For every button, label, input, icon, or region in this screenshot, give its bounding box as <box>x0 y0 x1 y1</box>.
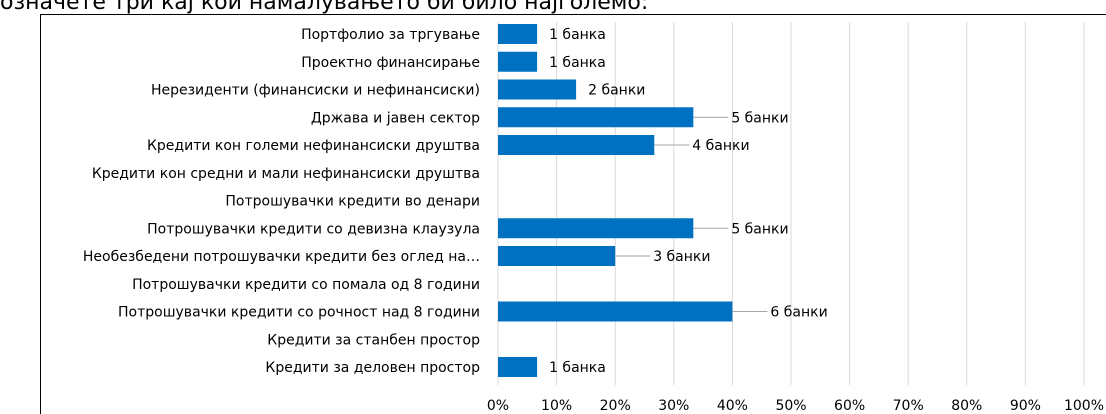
data-label: 5 банки <box>731 221 788 237</box>
bar <box>498 79 577 100</box>
data-label: 6 банки <box>770 305 827 321</box>
data-label: 1 банка <box>549 360 606 376</box>
x-tick-label: 50% <box>775 398 806 414</box>
bar <box>498 218 694 239</box>
y-tick-label: Потрошувачки кредити во денари <box>225 194 480 210</box>
y-tick-label: Кредити за станбен простор <box>267 332 480 348</box>
y-tick-label: Држава и јавен сектор <box>311 110 480 126</box>
x-tick-label: 20% <box>600 398 631 414</box>
x-tick-label: 30% <box>658 398 689 414</box>
y-tick-label: Потрошувачки кредити со девизна клаузула <box>147 221 480 237</box>
data-label: 1 банка <box>549 55 606 71</box>
x-tick-label: 70% <box>893 398 924 414</box>
data-label: 5 банки <box>731 110 788 126</box>
data-label: 1 банка <box>549 27 606 43</box>
bar <box>498 135 655 155</box>
x-tick-label: 60% <box>834 398 865 414</box>
x-tick-label: 40% <box>717 398 748 414</box>
y-tick-label: Кредити кон средни и мали нефинансиски д… <box>92 166 480 182</box>
bar <box>498 301 733 322</box>
y-tick-label: Нерезиденти (финансиски и нефинансиски) <box>151 83 480 99</box>
bar <box>498 246 616 266</box>
x-tick-label: 0% <box>487 398 509 414</box>
data-label: 4 банки <box>692 138 749 154</box>
x-tick-label: 80% <box>951 398 982 414</box>
y-tick-label: Портфолио за тргување <box>301 27 480 43</box>
x-tick-label: 100% <box>1064 398 1104 414</box>
bar <box>498 51 538 72</box>
chart-frame <box>40 14 1106 414</box>
x-tick-label: 90% <box>1010 398 1041 414</box>
bar <box>498 107 694 128</box>
data-label: 2 банки <box>588 83 645 99</box>
y-tick-label: Потрошувачки кредити со помала од 8 годи… <box>132 277 480 293</box>
bar <box>498 357 538 377</box>
data-label: 3 банки <box>653 249 710 265</box>
y-tick-label: Необезбедени потрошувачки кредити без ог… <box>83 249 480 265</box>
y-tick-label: Потрошувачки кредити со рочност над 8 го… <box>118 305 480 321</box>
y-tick-label: Кредити кон големи нефинансиски друштва <box>147 138 480 154</box>
y-tick-label: Кредити за деловен простор <box>265 360 480 376</box>
bar <box>498 24 538 44</box>
y-tick-label: Проектно финансирање <box>301 55 480 71</box>
x-tick-label: 10% <box>541 398 572 414</box>
chart-title: означете три кај кои намалувањето би бил… <box>0 0 648 15</box>
